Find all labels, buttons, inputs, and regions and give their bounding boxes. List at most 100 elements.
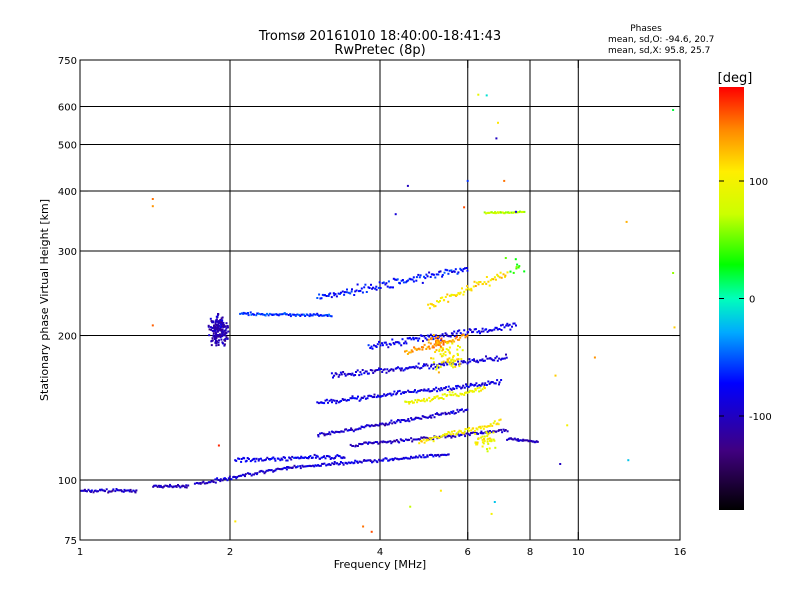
trace-point-11 [508,437,511,440]
trace-point-4 [475,431,478,434]
trace-point-4 [502,428,505,431]
trace-point-10 [358,290,360,293]
trace-point-3 [338,463,341,465]
trace-point-8 [440,339,443,342]
x-tick-label: 4 [377,547,383,558]
trace-point-3 [415,455,417,458]
trace-point-12 [306,457,308,459]
trace-point-10 [381,282,384,285]
trace-point-8 [505,324,508,327]
cluster-point-0 [226,337,229,340]
trace-point-10 [385,282,388,285]
cluster-point-1 [444,354,447,357]
trace-point-3 [333,461,336,463]
trace-point-1 [184,486,187,489]
trace-point-13 [474,388,477,390]
trace-point-5 [317,434,320,436]
trace-point-8 [435,334,438,337]
cluster-point-0 [221,319,224,322]
trace-point-4 [417,438,420,441]
trace-point-2 [256,472,259,475]
trace-point-5 [429,414,432,417]
scatter-point-4 [406,184,409,187]
trace-point-16 [439,297,442,300]
trace-point-3 [371,461,373,464]
trace-point-11 [524,439,527,442]
cluster-point-2 [431,346,434,349]
trace-point-8 [404,340,407,343]
trace-point-2 [216,477,219,480]
trace-point-10 [461,270,464,273]
trace-point-2 [279,468,282,471]
trace-point-8 [385,343,388,346]
trace-point-16 [432,304,435,306]
trace-point-5 [377,424,380,427]
trace-point-9 [330,315,333,318]
trace-point-0 [80,489,83,492]
trace-point-0 [109,490,112,493]
trace-point-4 [352,445,355,447]
trace-point-16 [485,282,488,285]
trace-point-17 [495,212,498,215]
trace-point-10 [335,295,338,298]
trace-point-10 [395,278,398,281]
trace-point-10 [356,283,359,286]
trace-point-10 [417,273,420,276]
trace-point-8 [407,337,410,340]
trace-point-9 [314,313,317,316]
chart-title: Tromsø 20161010 18:40:00-18:41:43 [258,29,501,44]
trace-point-7 [482,360,485,362]
trace-point-7 [433,363,436,366]
trace-point-10 [343,291,346,294]
trace-point-3 [303,465,306,468]
cluster-point-3 [477,438,480,440]
trace-point-0 [108,490,111,493]
trace-point-1 [169,483,171,486]
trace-point-2 [244,473,247,476]
trace-point-12 [323,455,326,458]
trace-point-15 [437,344,440,346]
trace-point-7 [381,371,384,373]
trace-point-14 [483,425,486,428]
trace-point-0 [90,489,93,492]
trace-point-7 [486,357,489,360]
cluster-point-1 [432,361,435,364]
cluster-point-3 [494,446,497,449]
trace-point-16 [447,300,450,303]
trace-point-7 [399,369,402,372]
trace-point-8 [367,344,370,347]
cluster-point-0 [216,328,219,331]
trace-point-10 [466,269,469,272]
cluster-point-3 [474,441,477,444]
trace-point-5 [319,432,321,435]
cluster-point-1 [452,354,455,357]
trace-point-0 [124,489,127,492]
trace-point-2 [273,469,276,472]
trace-point-14 [499,418,502,421]
trace-point-10 [363,286,366,289]
trace-point-5 [333,431,336,434]
trace-point-7 [505,356,508,359]
trace-point-8 [456,330,459,333]
trace-point-0 [128,490,131,493]
trace-point-10 [447,272,450,275]
trace-point-0 [87,488,90,491]
trace-point-10 [425,273,428,276]
trace-point-14 [462,432,465,435]
trace-point-6 [413,390,416,393]
trace-point-7 [462,361,465,364]
trace-point-12 [243,457,246,460]
trace-point-13 [423,400,426,403]
trace-point-9 [240,312,243,315]
trace-point-7 [389,369,392,372]
trace-point-6 [320,401,323,404]
trace-point-5 [381,422,384,425]
trace-point-11 [516,439,519,442]
cluster-point-4 [516,263,519,266]
trace-point-6 [396,392,398,395]
cluster-point-3 [483,435,486,438]
trace-point-8 [433,335,436,338]
cluster-point-3 [482,442,485,445]
trace-point-10 [402,281,405,284]
cluster-point-0 [210,340,213,343]
